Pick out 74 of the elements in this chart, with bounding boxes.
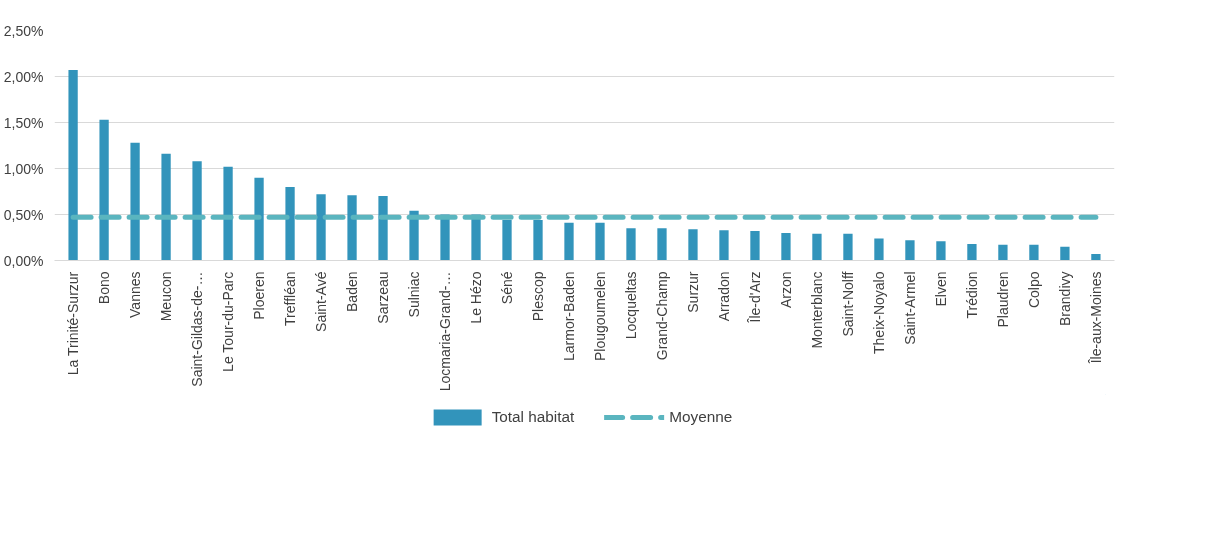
x-tick-label: Locmaria-Grand-… <box>437 271 454 392</box>
bar <box>378 196 388 261</box>
bar <box>99 119 109 261</box>
x-tick-label: Plaudren <box>994 271 1011 328</box>
x-tick-label: Le Tour-du-Parc <box>220 271 237 372</box>
bar <box>1091 254 1101 261</box>
bar <box>657 228 667 261</box>
bar <box>750 231 760 261</box>
x-tick-label: Arzon <box>777 271 794 309</box>
x-tick-label: Saint-Nolff <box>839 271 856 337</box>
bar <box>192 161 202 261</box>
bar <box>1029 244 1039 261</box>
bar <box>1060 246 1070 261</box>
bar <box>719 230 729 261</box>
x-tick-label: Saint-Armel <box>901 271 918 345</box>
bar <box>688 229 698 261</box>
x-tick-label: Île-d'Arz <box>746 271 763 324</box>
bar <box>285 186 295 261</box>
x-tick-label: Trédion <box>963 271 980 319</box>
bar <box>68 70 78 261</box>
x-tick-label: Baden <box>344 271 361 312</box>
bar <box>874 238 884 261</box>
x-tick-label: Brandivy <box>1056 271 1073 326</box>
y-tick-label: 1,50% <box>3 114 44 131</box>
x-tick-label: Larmor-Baden <box>561 271 577 361</box>
bar <box>533 220 543 261</box>
bar <box>254 177 264 261</box>
x-tick-label: Arradon <box>715 271 732 322</box>
x-tick-label: Bono <box>96 271 113 305</box>
bar <box>130 142 140 261</box>
x-tick-label: Monterblanc <box>808 271 825 349</box>
x-tick-label: Sarzeau <box>375 271 392 324</box>
bar <box>223 166 233 261</box>
x-tick-label: Le Hézo <box>468 271 485 324</box>
bar <box>347 195 357 261</box>
bar <box>409 210 419 261</box>
bar <box>781 232 791 261</box>
bar <box>316 194 326 261</box>
legend-label: Moyenne <box>669 407 733 426</box>
legend-label: Total habitat <box>491 407 575 426</box>
x-tick-label: Colpo <box>1025 271 1042 309</box>
bar <box>936 241 946 261</box>
y-tick-label: 1,00% <box>3 160 44 177</box>
y-tick-label: 2,00% <box>3 68 44 85</box>
bar <box>161 153 171 261</box>
x-tick-label: Grand-Champ <box>653 271 670 361</box>
x-tick-label: Ploeren <box>251 271 268 320</box>
x-tick-label: Treffléan <box>282 271 299 326</box>
x-tick-label: Theix-Noyalo <box>870 271 887 354</box>
x-tick-label: Elven <box>932 271 949 307</box>
x-tick-label: La Trinité-Surzur <box>65 271 82 376</box>
bar <box>905 240 915 261</box>
x-tick-label: Plescop <box>530 271 547 322</box>
y-tick-label: 2,50% <box>3 22 44 39</box>
x-tick-label: Séné <box>499 271 516 305</box>
x-tick-label: Surzur <box>684 271 701 313</box>
bar <box>998 244 1008 261</box>
x-tick-label: Vannes <box>127 271 144 318</box>
x-tick-label: Saint-Gildas-de-… <box>189 271 206 387</box>
bar <box>843 233 853 261</box>
y-tick-label: 0,50% <box>3 206 44 223</box>
bar <box>502 220 512 261</box>
x-tick-label: Île-aux-Moines <box>1087 271 1104 365</box>
bar <box>595 222 605 261</box>
y-tick-label: 0,00% <box>3 252 44 269</box>
x-tick-label: Saint-Avé <box>313 271 330 332</box>
x-tick-label: Meucon <box>158 271 175 322</box>
bar <box>967 243 977 261</box>
bar <box>812 233 822 261</box>
x-tick-label: Sulniac <box>406 271 423 318</box>
bar <box>564 222 574 261</box>
bar <box>626 228 636 261</box>
x-tick-label: Plougoumelen <box>592 271 608 362</box>
x-tick-label: Locqueltas <box>622 271 639 340</box>
